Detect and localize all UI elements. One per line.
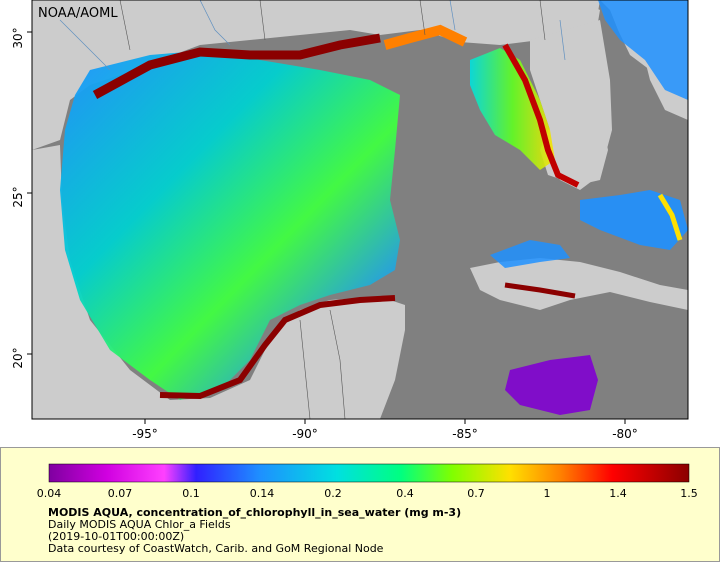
latitude-tick-label: 30° xyxy=(11,27,25,48)
colorbar-tick-label: 0.1 xyxy=(182,487,200,500)
coastal-band-cuba xyxy=(504,282,576,299)
legend-line-credit: Data courtesy of CoastWatch, Carib. and … xyxy=(48,542,384,555)
chlorophyll-swath-atlantic xyxy=(598,0,688,100)
colorbar-tick-label: 1.5 xyxy=(680,487,698,500)
coastal-band-texas xyxy=(159,295,396,400)
source-label: NOAA/AOML xyxy=(38,6,118,21)
longitude-axis: -95° -90° -85° -80° xyxy=(132,419,638,441)
chlorophyll-swath-west xyxy=(60,50,400,400)
colorbar-ticks: 0.04 0.07 0.1 0.14 0.2 0.4 0.7 1 1.4 1.5 xyxy=(37,487,698,500)
longitude-tick-label: -95° xyxy=(132,427,158,441)
longitude-tick-label: -80° xyxy=(612,427,638,441)
colorbar-tick-label: 1 xyxy=(544,487,551,500)
colorbar xyxy=(48,463,690,483)
colorbar-tick-label: 0.07 xyxy=(108,487,133,500)
colorbar-tick-label: 0.4 xyxy=(396,487,414,500)
coastal-band-florida xyxy=(502,43,580,188)
colorbar-tick-label: 0.7 xyxy=(467,487,485,500)
latitude-tick-label: 20° xyxy=(11,347,25,368)
legend-line-product: Daily MODIS AQUA Chlor_a Fields xyxy=(48,518,231,531)
map-border xyxy=(31,0,689,420)
longitude-tick-label: -90° xyxy=(292,427,318,441)
colorbar-tick-label: 0.14 xyxy=(250,487,275,500)
chlorophyll-swath-keys xyxy=(580,190,688,250)
river-lines xyxy=(59,0,566,71)
colorbar-tick-label: 0.04 xyxy=(37,487,62,500)
legend-title: MODIS AQUA, concentration_of_chlorophyll… xyxy=(48,506,462,519)
map-frame: NOAA/AOML 30° 25° 20° -95° -90° -85° -80… xyxy=(11,0,689,441)
legend-line-date: (2019-10-01T00:00:00Z) xyxy=(48,530,185,543)
latitude-axis: 30° 25° 20° xyxy=(11,27,32,369)
latitude-tick-label: 25° xyxy=(11,186,25,207)
coastal-band-north xyxy=(92,33,381,99)
legend-panel: 0.04 0.07 0.1 0.14 0.2 0.4 0.7 1 1.4 1.5… xyxy=(0,447,720,562)
colorbar-tick-label: 1.4 xyxy=(609,487,627,500)
chlorophyll-swath-east xyxy=(470,48,555,170)
longitude-tick-label: -85° xyxy=(452,427,478,441)
land-mexico xyxy=(32,145,405,419)
chlorophyll-swath-cuba xyxy=(490,240,570,268)
land-cuba xyxy=(470,258,688,310)
coastal-band-keys xyxy=(657,193,683,241)
colorbar-tick-label: 0.2 xyxy=(324,487,342,500)
state-border-lines xyxy=(119,0,546,419)
chlorophyll-swath-south xyxy=(505,355,598,415)
